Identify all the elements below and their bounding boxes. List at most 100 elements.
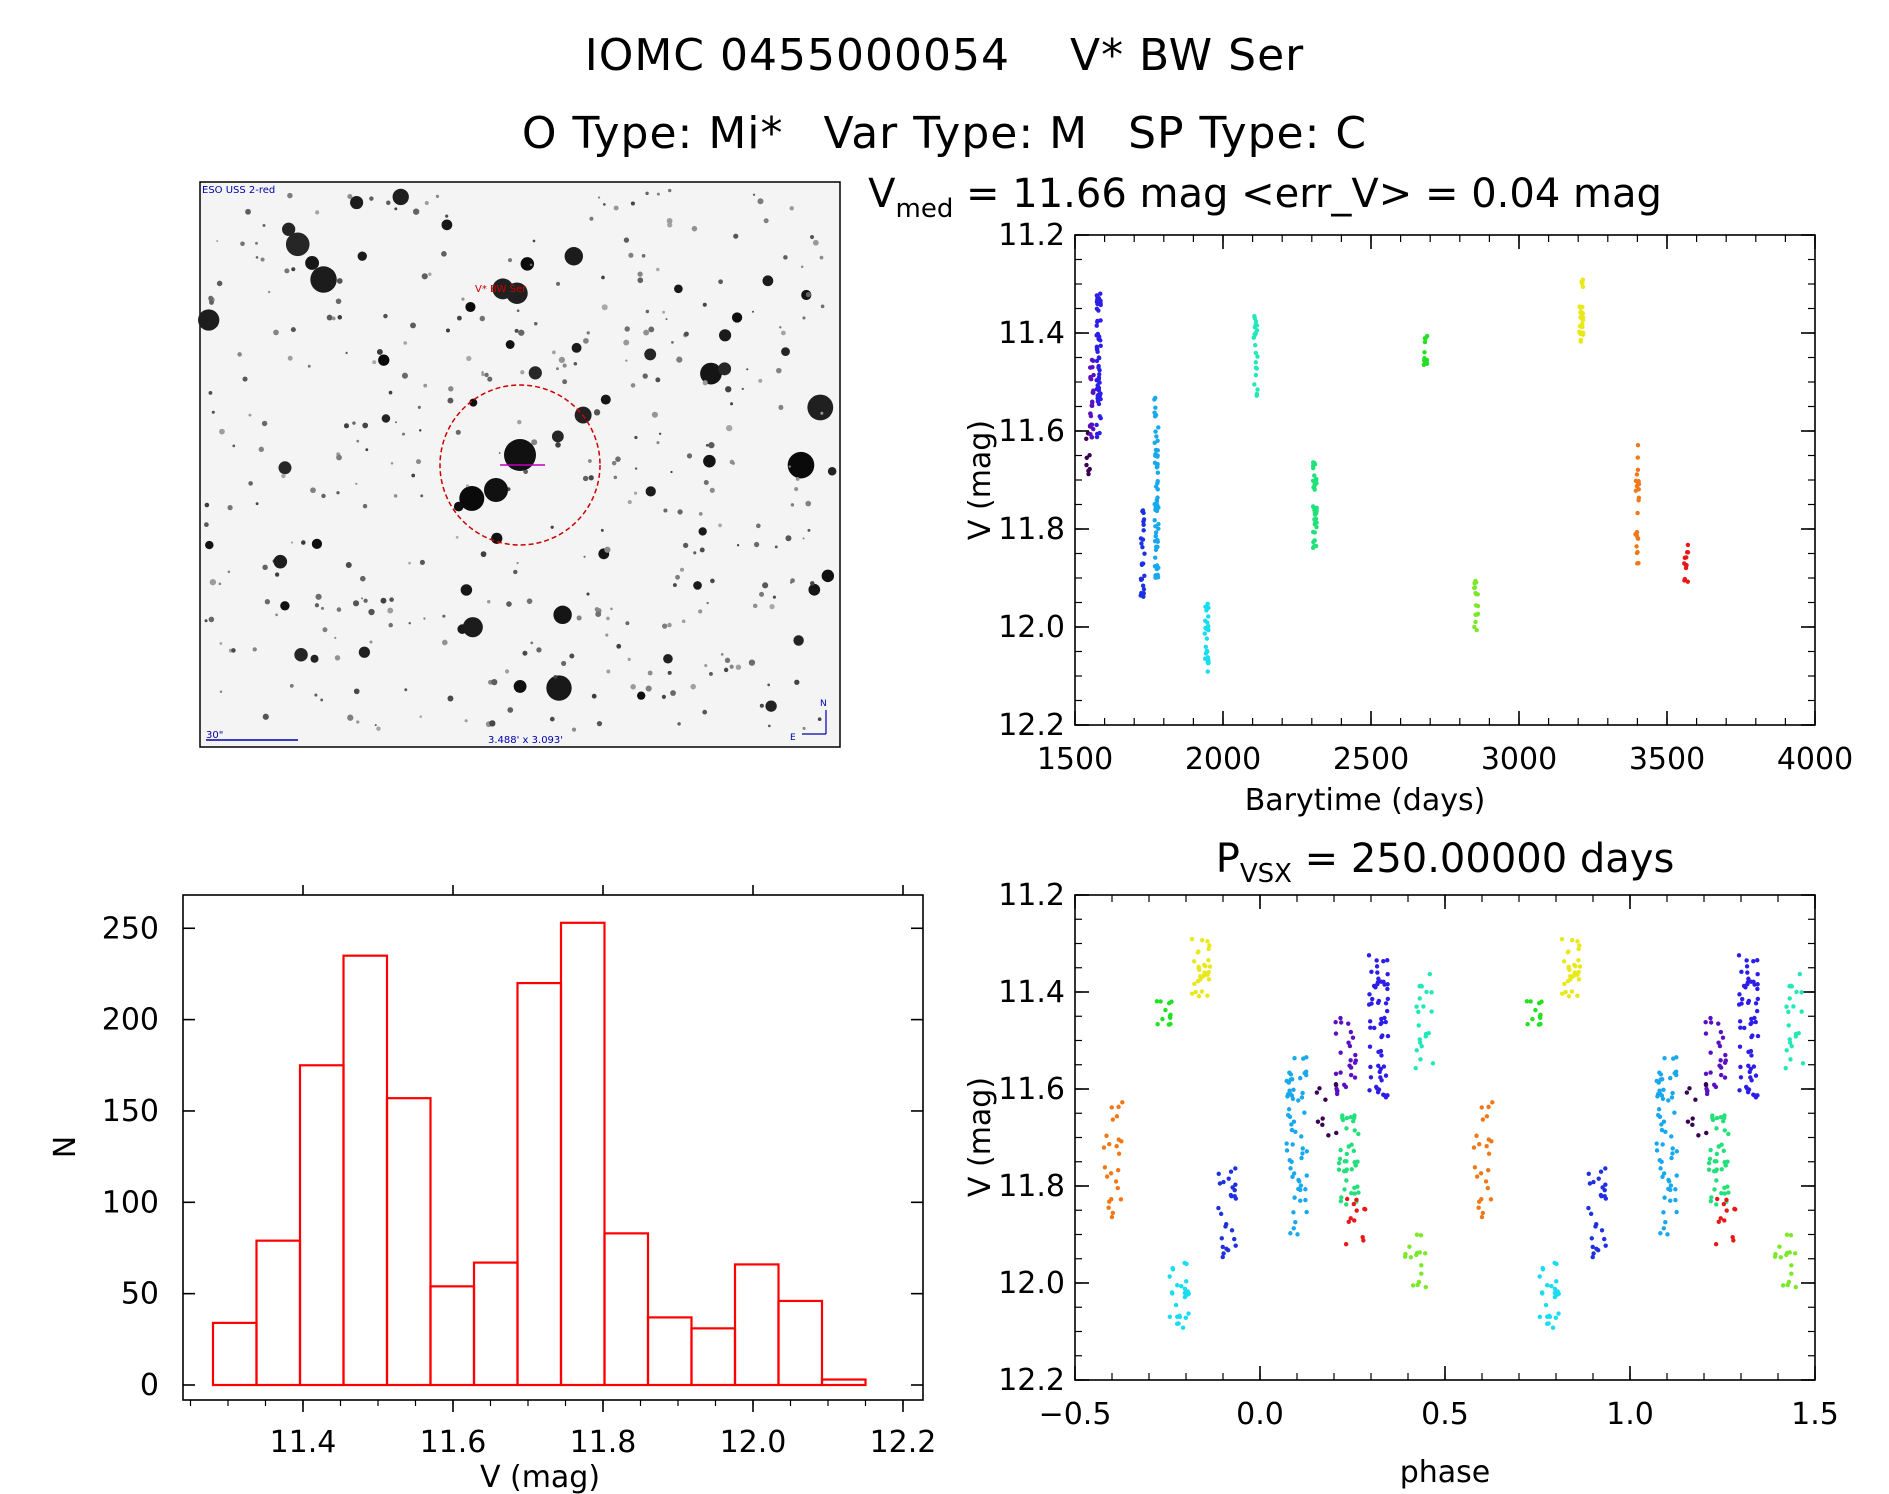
phased-point bbox=[1293, 1129, 1298, 1135]
lightcurve-point bbox=[1205, 614, 1211, 619]
phased-point bbox=[1594, 1222, 1599, 1227]
phased-point bbox=[1785, 1282, 1790, 1288]
phased-point bbox=[1719, 1142, 1724, 1147]
lightcurve-point bbox=[1096, 365, 1101, 370]
phased-point bbox=[1189, 991, 1195, 996]
phased-point bbox=[1591, 1251, 1596, 1256]
companion-star bbox=[484, 478, 508, 502]
lightcurve-point bbox=[1579, 281, 1585, 286]
histogram-bar bbox=[690, 1327, 737, 1387]
lightcurve-point bbox=[1475, 611, 1481, 616]
sky-star bbox=[536, 647, 542, 653]
phased-point bbox=[1298, 1198, 1303, 1203]
phased-point bbox=[1725, 1159, 1730, 1164]
lightcurve-point bbox=[1156, 521, 1161, 527]
phased-point bbox=[1598, 1169, 1604, 1174]
phased-point bbox=[1716, 1021, 1721, 1026]
lightcurve-point bbox=[1153, 395, 1158, 401]
sky-star bbox=[698, 609, 703, 614]
phased-point bbox=[1589, 1236, 1594, 1241]
phased-point bbox=[1690, 1122, 1695, 1127]
sky-star bbox=[606, 669, 611, 674]
figure-title-line-1: IOMC 0455000054 V* BW Ser bbox=[0, 30, 1889, 81]
sky-star bbox=[282, 222, 296, 236]
histogram-bar bbox=[777, 1299, 824, 1387]
phased-point bbox=[1337, 1156, 1343, 1162]
histogram-ytick-label: 150 bbox=[102, 1094, 159, 1129]
lightcurve-point bbox=[1423, 336, 1428, 341]
phased-point bbox=[1419, 984, 1424, 989]
sky-star bbox=[774, 545, 778, 549]
phased-point bbox=[1163, 1007, 1168, 1013]
sky-star bbox=[336, 491, 340, 495]
histogram-bar bbox=[385, 1097, 432, 1387]
sky-star bbox=[676, 356, 683, 363]
lightcurve-point bbox=[1088, 411, 1093, 416]
sky-star bbox=[258, 446, 264, 452]
sky-star bbox=[820, 304, 825, 309]
lightcurve-point bbox=[1252, 332, 1257, 337]
lightcurve-point bbox=[1084, 436, 1089, 442]
phased-point bbox=[1414, 1232, 1420, 1237]
sky-star bbox=[762, 582, 769, 589]
phased-point bbox=[1287, 1114, 1293, 1120]
phased-point bbox=[1738, 1025, 1743, 1030]
lightcurve-point bbox=[1095, 318, 1100, 324]
phased-point bbox=[1233, 1182, 1238, 1187]
sky-star bbox=[394, 421, 398, 424]
phased-point bbox=[1344, 1202, 1349, 1207]
phased-point bbox=[1787, 996, 1792, 1001]
phased-point bbox=[1376, 1063, 1381, 1068]
sky-star bbox=[569, 653, 575, 659]
phased-point bbox=[1206, 977, 1212, 982]
phased-point bbox=[1575, 993, 1580, 998]
phased-point bbox=[1300, 1146, 1305, 1151]
sky-star bbox=[506, 601, 512, 607]
phased-point bbox=[1385, 986, 1390, 992]
sky-star bbox=[314, 603, 320, 608]
sky-star bbox=[562, 379, 568, 385]
phased-point bbox=[1744, 1086, 1750, 1091]
sky-star bbox=[762, 275, 774, 287]
phased-point bbox=[1755, 972, 1760, 977]
phased-point bbox=[1602, 1187, 1607, 1193]
phased-point bbox=[1304, 1173, 1309, 1178]
phased-point bbox=[1586, 1171, 1591, 1176]
phased-point bbox=[1714, 1202, 1719, 1207]
phased-point bbox=[1663, 1129, 1668, 1135]
sky-star bbox=[281, 473, 286, 479]
phased-point bbox=[1723, 1163, 1728, 1168]
lightcurve-point bbox=[1153, 507, 1158, 513]
sky-star bbox=[605, 633, 609, 637]
lightcurve-point bbox=[1636, 495, 1642, 501]
sky-star bbox=[315, 593, 322, 600]
sky-star bbox=[573, 362, 578, 366]
sky-star bbox=[645, 486, 656, 497]
sky-star bbox=[237, 352, 242, 357]
sky-star bbox=[756, 523, 761, 529]
sky-star bbox=[644, 348, 657, 361]
lightcurve-point bbox=[1141, 519, 1146, 524]
sky-star bbox=[479, 315, 486, 322]
phased-point bbox=[1789, 1271, 1794, 1276]
phased-point bbox=[1351, 1148, 1356, 1154]
sky-star bbox=[420, 494, 424, 498]
phased-point bbox=[1196, 966, 1201, 971]
lightcurve-point bbox=[1577, 323, 1583, 329]
sky-star bbox=[204, 619, 208, 623]
phased-point bbox=[1402, 1254, 1408, 1259]
phased-point bbox=[1383, 1073, 1389, 1078]
sky-star bbox=[462, 617, 483, 638]
lightcurve-ylabel: V (mag) bbox=[963, 420, 998, 540]
sky-star bbox=[337, 315, 343, 320]
phased-point bbox=[1348, 1115, 1353, 1120]
sky-star bbox=[667, 222, 673, 228]
lightcurve-ytick-label: 12.2 bbox=[998, 708, 1065, 743]
phased-point bbox=[1378, 1075, 1383, 1080]
phased-point bbox=[1417, 1037, 1422, 1042]
phased-point bbox=[1170, 1291, 1175, 1296]
sky-star bbox=[419, 715, 423, 718]
phased-point bbox=[1553, 1315, 1559, 1320]
phased-point bbox=[1559, 991, 1565, 996]
phased-point bbox=[1672, 1070, 1677, 1076]
